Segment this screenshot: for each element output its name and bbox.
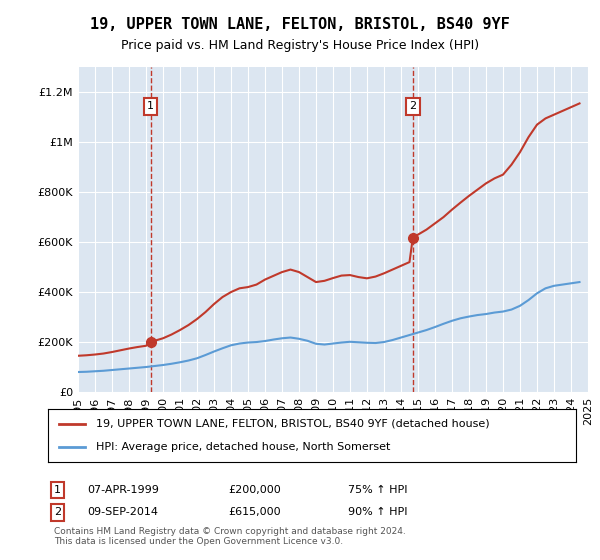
Text: 2: 2	[409, 101, 416, 111]
Text: 19, UPPER TOWN LANE, FELTON, BRISTOL, BS40 9YF (detached house): 19, UPPER TOWN LANE, FELTON, BRISTOL, BS…	[95, 419, 489, 429]
Text: £200,000: £200,000	[228, 485, 281, 495]
Text: 2: 2	[54, 507, 61, 517]
Text: 09-SEP-2014: 09-SEP-2014	[87, 507, 158, 517]
Text: 19, UPPER TOWN LANE, FELTON, BRISTOL, BS40 9YF: 19, UPPER TOWN LANE, FELTON, BRISTOL, BS…	[90, 17, 510, 32]
Text: Price paid vs. HM Land Registry's House Price Index (HPI): Price paid vs. HM Land Registry's House …	[121, 39, 479, 52]
Text: 1: 1	[147, 101, 154, 111]
Text: Contains HM Land Registry data © Crown copyright and database right 2024.
This d: Contains HM Land Registry data © Crown c…	[54, 526, 406, 546]
Text: 1: 1	[54, 485, 61, 495]
Text: £615,000: £615,000	[228, 507, 281, 517]
Text: HPI: Average price, detached house, North Somerset: HPI: Average price, detached house, Nort…	[95, 442, 390, 452]
Text: 07-APR-1999: 07-APR-1999	[87, 485, 159, 495]
Text: 75% ↑ HPI: 75% ↑ HPI	[348, 485, 407, 495]
Text: 90% ↑ HPI: 90% ↑ HPI	[348, 507, 407, 517]
